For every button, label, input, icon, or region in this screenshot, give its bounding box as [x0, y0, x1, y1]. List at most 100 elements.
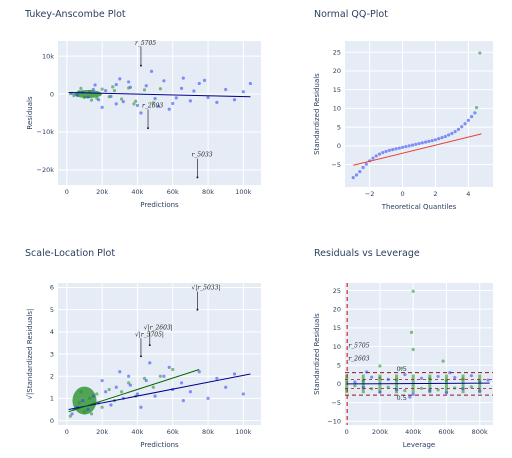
data-point [399, 366, 404, 370]
data-point [215, 376, 219, 381]
data-point [386, 377, 390, 382]
y-tick-label: −10k [37, 128, 55, 136]
data-point [447, 133, 451, 137]
data-point [378, 364, 382, 368]
y-tick-label: 5 [337, 123, 341, 131]
trend-line [346, 382, 490, 385]
data-point [127, 80, 131, 84]
data-point [139, 405, 143, 409]
annotation-point [139, 355, 142, 358]
data-point [197, 370, 201, 374]
x-tick-label: 0 [65, 428, 69, 436]
data-point [162, 374, 166, 378]
data-point [95, 96, 99, 100]
annotation-label: √|r_5705| [135, 331, 164, 338]
data-point [473, 111, 477, 115]
data-point [153, 97, 157, 101]
x-tick-label: 200k [372, 428, 388, 436]
data-point [75, 93, 80, 97]
data-point [188, 390, 192, 394]
data-point [419, 376, 424, 380]
data-point [100, 379, 104, 383]
data-point [119, 97, 124, 101]
data-point [181, 398, 185, 403]
y-tick-label: 15 [333, 324, 341, 332]
data-point [153, 394, 157, 398]
data-point [370, 375, 374, 379]
y-tick-label: 0 [50, 417, 54, 425]
residuals-vs-leverage-panel: Residuals vs Leverage 0 200k 400k 600k 800k 25… [313, 248, 493, 449]
annotation-label: √|r_5033| [191, 285, 220, 292]
y-tick-label: −5 [331, 399, 341, 407]
annotation-point [196, 308, 199, 311]
data-point [127, 86, 131, 90]
annotation-label: r_5705 [348, 342, 369, 349]
plot-content [68, 291, 251, 418]
data-point [224, 385, 228, 389]
data-point [119, 390, 124, 394]
data-point [371, 156, 375, 160]
x-tick-label: 80k [202, 428, 214, 436]
data-point [474, 106, 479, 110]
annotation-point [139, 64, 142, 67]
x-tick-label: 600k [438, 428, 454, 436]
plot-content [68, 46, 253, 179]
x-tick-label: 0 [65, 188, 69, 196]
annotation-point [148, 344, 151, 347]
data-point [448, 371, 452, 375]
y-tick-label: 5 [337, 362, 341, 370]
y-axis-label: Standardized Residuals [313, 73, 321, 155]
data-point [397, 146, 401, 150]
data-point [174, 96, 178, 100]
plot-content: 0.50.5 [345, 283, 493, 425]
data-point [456, 127, 461, 131]
x-tick-label: 4 [466, 190, 470, 198]
data-point [428, 377, 432, 381]
data-point [437, 137, 441, 141]
data-point [118, 77, 122, 81]
data-point [420, 141, 424, 145]
data-point [139, 111, 143, 115]
data-point [197, 81, 201, 86]
leverage-column [461, 374, 465, 394]
data-point [132, 102, 136, 106]
data-point [107, 95, 111, 99]
x-tick-label: 0 [345, 428, 349, 436]
data-point [408, 395, 412, 399]
data-point [241, 90, 245, 94]
data-point [394, 387, 399, 392]
data-point [361, 165, 365, 170]
data-point [478, 389, 482, 393]
x-axis-label: Predictions [140, 201, 179, 209]
data-point [72, 93, 76, 98]
data-point [469, 385, 473, 389]
data-point [430, 138, 434, 143]
data-point [436, 388, 440, 392]
annotation-label: r_5705 [135, 40, 156, 47]
data-point [82, 410, 87, 414]
data-point [171, 367, 175, 372]
data-point [354, 173, 359, 177]
data-point [215, 100, 219, 104]
data-point [461, 377, 465, 381]
chart-title: Scale-Location Plot [25, 248, 115, 259]
data-point [181, 76, 185, 80]
x-tick-label: 40k [131, 188, 143, 196]
leverage-column [478, 374, 482, 394]
data-point [423, 140, 428, 144]
data-point [450, 131, 454, 136]
data-point [436, 374, 440, 379]
x-tick-label: 80k [202, 188, 214, 196]
data-point [394, 378, 399, 382]
plot-area [58, 41, 261, 185]
y-tick-label: 0 [50, 90, 54, 98]
data-point [419, 386, 424, 390]
y-axis-label: Residuals [26, 96, 34, 130]
data-point [403, 372, 407, 377]
data-point [86, 95, 90, 99]
data-point [93, 83, 97, 87]
data-point [100, 405, 104, 409]
data-point [353, 384, 357, 388]
data-point [142, 376, 147, 381]
tukey-anscombe-panel: Tukey-Anscombe Plot 0 20k 40k 60k 80k 100k 10k 0… [24, 9, 261, 209]
